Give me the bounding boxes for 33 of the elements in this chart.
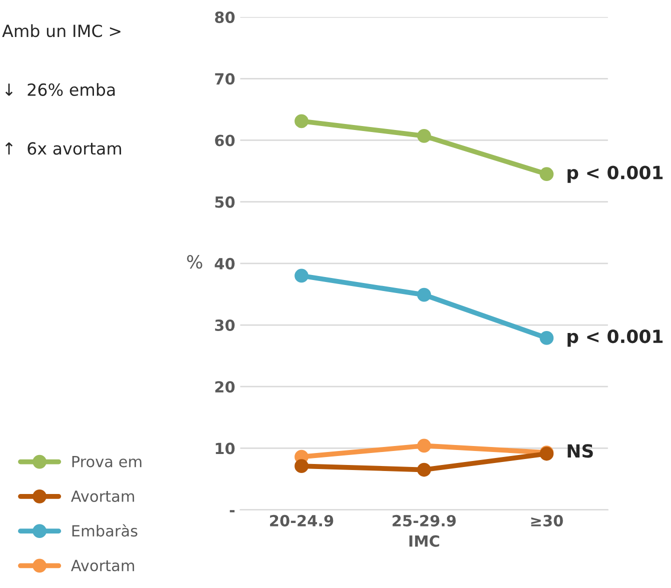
point xyxy=(294,114,308,128)
y-axis-title: % xyxy=(187,255,202,269)
y-tick-label: - xyxy=(230,510,235,512)
y-tick-label: 50 xyxy=(215,196,235,208)
annotation: p < 0.001 xyxy=(568,330,663,347)
y-tick-label: 60 xyxy=(215,134,235,146)
legend-label: Avortam xyxy=(70,490,134,502)
y-tick-label: 40 xyxy=(214,258,235,270)
point xyxy=(294,459,308,474)
point xyxy=(417,128,432,143)
legend-label: Avortam xyxy=(70,560,134,572)
x-tick-label: ≥30 xyxy=(531,514,563,526)
y-tick-label: 30 xyxy=(215,319,235,332)
text: Amb un IMC > xyxy=(2,24,120,38)
point xyxy=(294,268,308,283)
legend-label: Embaràs xyxy=(72,524,138,537)
x-tick-label: 25-29.9 xyxy=(392,514,456,526)
point xyxy=(417,438,432,453)
x-axis-title: IMC xyxy=(409,535,440,547)
y-tick-label: 20 xyxy=(215,381,235,393)
annotation: NS xyxy=(568,444,593,458)
x-tick-label: 20-24.9 xyxy=(270,514,334,526)
text: ↓ 26% emba xyxy=(5,83,115,96)
y-tick-label: 70 xyxy=(215,73,235,85)
point xyxy=(540,331,554,345)
text: ↑ 6x avortam xyxy=(5,142,122,155)
point xyxy=(417,288,432,302)
y-tick-label: 10 xyxy=(216,442,235,454)
y-tick-label: 80 xyxy=(215,12,235,24)
annotation: p < 0.001 xyxy=(568,166,663,183)
legend-label: Prova em xyxy=(72,456,142,468)
point xyxy=(540,167,554,182)
point xyxy=(417,462,432,477)
